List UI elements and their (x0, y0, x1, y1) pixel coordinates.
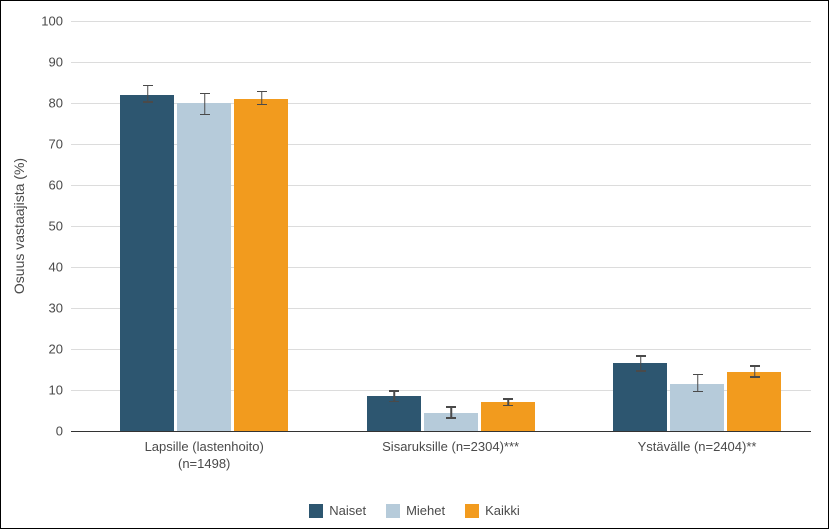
y-tick-label: 80 (49, 96, 63, 111)
legend-swatch (465, 504, 479, 518)
category-label: Sisaruksille (n=2304)*** (341, 439, 561, 456)
y-tick-label: 0 (56, 424, 63, 439)
legend-label: Naiset (329, 503, 366, 518)
y-axis-title: Osuus vastaajista (%) (11, 158, 27, 294)
category-label: Ystävälle (n=2404)** (587, 439, 807, 456)
y-tick-label: 70 (49, 137, 63, 152)
y-tick-label: 40 (49, 260, 63, 275)
bar (367, 396, 421, 431)
legend-swatch (309, 504, 323, 518)
y-tick-label: 50 (49, 219, 63, 234)
bar (670, 384, 724, 431)
legend-item: Miehet (386, 503, 445, 518)
legend-item: Kaikki (465, 503, 520, 518)
bar (177, 103, 231, 431)
bar (613, 363, 667, 431)
gridline (71, 21, 811, 22)
bar (727, 372, 781, 431)
plot-area: 0102030405060708090100Lapsille (lastenho… (71, 21, 811, 431)
bar (120, 95, 174, 431)
legend-label: Miehet (406, 503, 445, 518)
bar (481, 402, 535, 431)
category-label: Lapsille (lastenhoito) (n=1498) (94, 439, 314, 473)
legend: Naiset Miehet Kaikki (1, 503, 828, 518)
gridline (71, 62, 811, 63)
y-tick-label: 20 (49, 342, 63, 357)
y-tick-label: 60 (49, 178, 63, 193)
y-tick-label: 10 (49, 383, 63, 398)
bar (424, 413, 478, 431)
y-tick-label: 30 (49, 301, 63, 316)
y-tick-label: 90 (49, 55, 63, 70)
gridline (71, 431, 811, 432)
bar-chart: Osuus vastaajista (%) 010203040506070809… (0, 0, 829, 529)
legend-label: Kaikki (485, 503, 520, 518)
legend-item: Naiset (309, 503, 366, 518)
bar (234, 99, 288, 431)
legend-swatch (386, 504, 400, 518)
y-tick-label: 100 (41, 14, 63, 29)
